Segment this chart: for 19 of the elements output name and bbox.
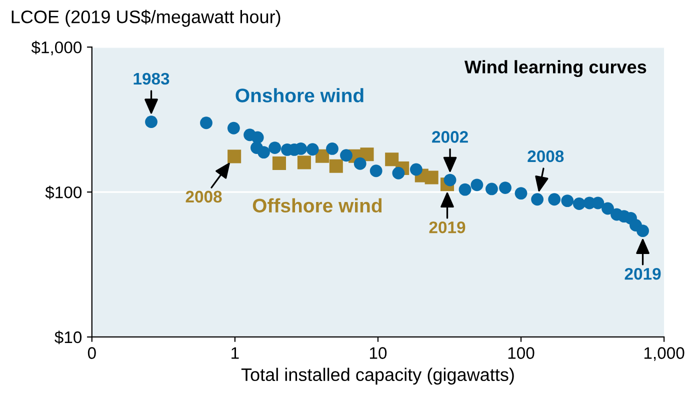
- y-tick-label: $100: [45, 186, 82, 200]
- annotation: Wind learning curves: [464, 60, 646, 78]
- series-label: Onshore wind: [236, 88, 364, 102]
- x-tick-label: 1: [232, 347, 239, 359]
- y-tick-label: $1,000: [31, 40, 82, 56]
- annotation: 2008: [528, 150, 564, 162]
- y-axis-title: LCOE (2019 US$/megawatt hour): [12, 10, 280, 27]
- x-tick-label: 0: [88, 347, 96, 359]
- x-tick-label: 100: [508, 347, 534, 359]
- annotation: 2002: [432, 131, 468, 143]
- x-axis-title: Total installed capacity (gigawatts): [241, 368, 514, 385]
- x-tick-label: 1,000: [644, 347, 684, 361]
- annotation: 2019: [429, 221, 466, 234]
- series-label: Offshore wind: [252, 198, 382, 213]
- annotation: 2019: [624, 268, 661, 280]
- annotation: 2008: [186, 190, 222, 203]
- x-tick-label: 10: [370, 347, 387, 359]
- y-tick-label: $10: [54, 330, 82, 344]
- annotation: 1983: [134, 72, 170, 85]
